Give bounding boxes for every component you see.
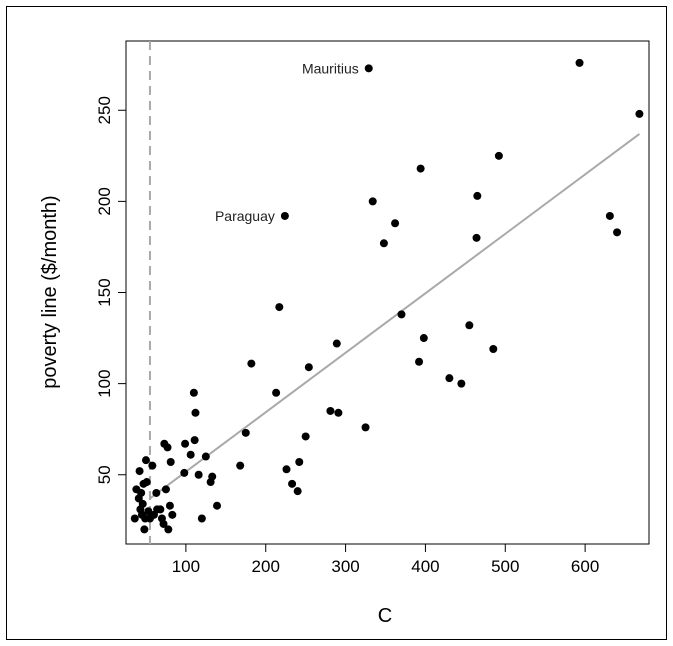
data-point	[208, 472, 217, 481]
data-point	[465, 321, 474, 330]
data-point	[295, 457, 304, 466]
data-point	[272, 388, 281, 397]
data-point	[332, 339, 341, 348]
data-point	[137, 488, 146, 497]
data-point	[148, 461, 157, 470]
data-point	[282, 465, 291, 474]
data-point	[288, 479, 297, 488]
data-point	[189, 388, 198, 397]
data-point	[164, 525, 173, 534]
data-point	[489, 344, 498, 353]
x-tick-label: 500	[491, 557, 519, 576]
data-point	[194, 470, 203, 479]
data-point	[391, 219, 400, 228]
data-point	[156, 505, 165, 514]
y-tick-label: 250	[95, 96, 114, 124]
data-point	[130, 514, 139, 523]
data-point	[142, 478, 151, 487]
data-point	[141, 456, 150, 465]
data-point	[293, 487, 302, 496]
data-point	[168, 510, 177, 519]
point-annotation: Mauritius	[302, 60, 359, 76]
data-point	[161, 485, 170, 494]
data-point	[190, 436, 199, 445]
data-point	[613, 228, 622, 237]
data-point	[397, 310, 406, 319]
data-point	[165, 501, 174, 510]
x-tick-label: 600	[571, 557, 599, 576]
data-point	[241, 428, 250, 437]
x-tick-label: 100	[172, 557, 200, 576]
data-point	[186, 450, 195, 459]
y-axis-label: poverty line ($/month)	[39, 195, 61, 388]
data-point	[494, 151, 503, 160]
data-point	[368, 197, 377, 206]
data-point	[140, 525, 149, 534]
data-point	[419, 334, 428, 343]
y-tick-label: 200	[95, 187, 114, 215]
x-tick-label: 300	[331, 557, 359, 576]
data-point	[445, 374, 454, 383]
x-tick-label: 400	[411, 557, 439, 576]
data-point	[213, 501, 222, 510]
figure-frame	[6, 6, 667, 640]
data-point	[159, 519, 168, 528]
data-point	[275, 303, 284, 312]
data-point	[197, 514, 206, 523]
data-point	[236, 461, 245, 470]
data-point	[301, 432, 310, 441]
x-axis-label: C	[378, 605, 392, 627]
data-point	[473, 191, 482, 200]
data-point	[364, 64, 373, 73]
data-point	[326, 406, 335, 415]
data-point	[166, 457, 175, 466]
data-point	[138, 499, 147, 508]
data-point	[334, 408, 343, 417]
point-annotation: Paraguay	[215, 208, 275, 224]
data-point	[152, 488, 161, 497]
data-point	[416, 164, 425, 173]
data-point	[163, 443, 172, 452]
data-point	[201, 452, 210, 461]
data-point	[472, 233, 481, 242]
y-tick-label: 150	[95, 278, 114, 306]
y-tick-label: 50	[95, 465, 114, 484]
data-point	[180, 468, 189, 477]
plot-area	[125, 40, 650, 545]
data-point	[181, 439, 190, 448]
data-point	[361, 423, 370, 432]
data-point	[135, 467, 144, 476]
x-tick-label: 200	[252, 557, 280, 576]
data-point	[191, 408, 200, 417]
data-point	[575, 58, 584, 67]
data-point	[635, 109, 644, 118]
data-point	[304, 363, 313, 372]
data-point	[280, 211, 289, 220]
y-tick-label: 100	[95, 369, 114, 397]
data-point	[457, 379, 466, 388]
data-point	[247, 359, 256, 368]
data-point	[379, 239, 388, 248]
data-point	[415, 357, 424, 366]
data-point	[605, 211, 614, 220]
fit-line	[149, 133, 641, 500]
